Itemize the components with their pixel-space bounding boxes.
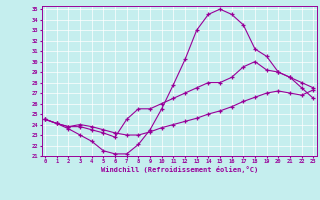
X-axis label: Windchill (Refroidissement éolien,°C): Windchill (Refroidissement éolien,°C) bbox=[100, 166, 258, 173]
